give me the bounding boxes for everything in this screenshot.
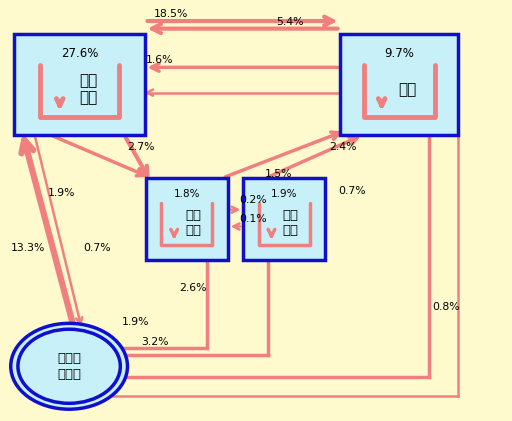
Text: 1.9%: 1.9% xyxy=(271,189,297,199)
Text: 3.2%: 3.2% xyxy=(141,337,168,347)
Text: 持家: 持家 xyxy=(399,82,417,97)
Ellipse shape xyxy=(18,329,120,403)
Text: 27.6%: 27.6% xyxy=(61,48,98,60)
Text: 2.4%: 2.4% xyxy=(329,142,356,152)
Text: 1.9%: 1.9% xyxy=(122,317,150,327)
Text: 0.7%: 0.7% xyxy=(83,242,111,253)
FancyBboxPatch shape xyxy=(14,34,144,135)
Text: 公的
借家: 公的 借家 xyxy=(185,209,201,237)
FancyBboxPatch shape xyxy=(340,34,458,135)
Text: 18.5%: 18.5% xyxy=(154,9,188,19)
Text: 0.2%: 0.2% xyxy=(240,195,267,205)
Text: 9.7%: 9.7% xyxy=(385,48,414,60)
Text: 0.8%: 0.8% xyxy=(433,301,460,312)
Text: 5.4%: 5.4% xyxy=(276,17,304,27)
Text: 2.6%: 2.6% xyxy=(179,282,207,293)
Text: 1.5%: 1.5% xyxy=(265,169,293,179)
Text: 民営
借家: 民営 借家 xyxy=(80,73,98,105)
Text: 親族・
その他: 親族・ その他 xyxy=(57,352,81,381)
Ellipse shape xyxy=(11,323,127,409)
Text: 1.9%: 1.9% xyxy=(48,188,76,198)
Text: 給与
住宅: 給与 住宅 xyxy=(282,209,298,237)
Text: 2.7%: 2.7% xyxy=(127,141,155,152)
Text: 13.3%: 13.3% xyxy=(11,242,46,253)
FancyBboxPatch shape xyxy=(146,178,228,260)
Text: 1.8%: 1.8% xyxy=(174,189,200,199)
Text: 1.6%: 1.6% xyxy=(146,55,174,65)
Text: 0.1%: 0.1% xyxy=(240,214,267,224)
FancyBboxPatch shape xyxy=(243,178,325,260)
Text: 0.7%: 0.7% xyxy=(338,186,366,196)
